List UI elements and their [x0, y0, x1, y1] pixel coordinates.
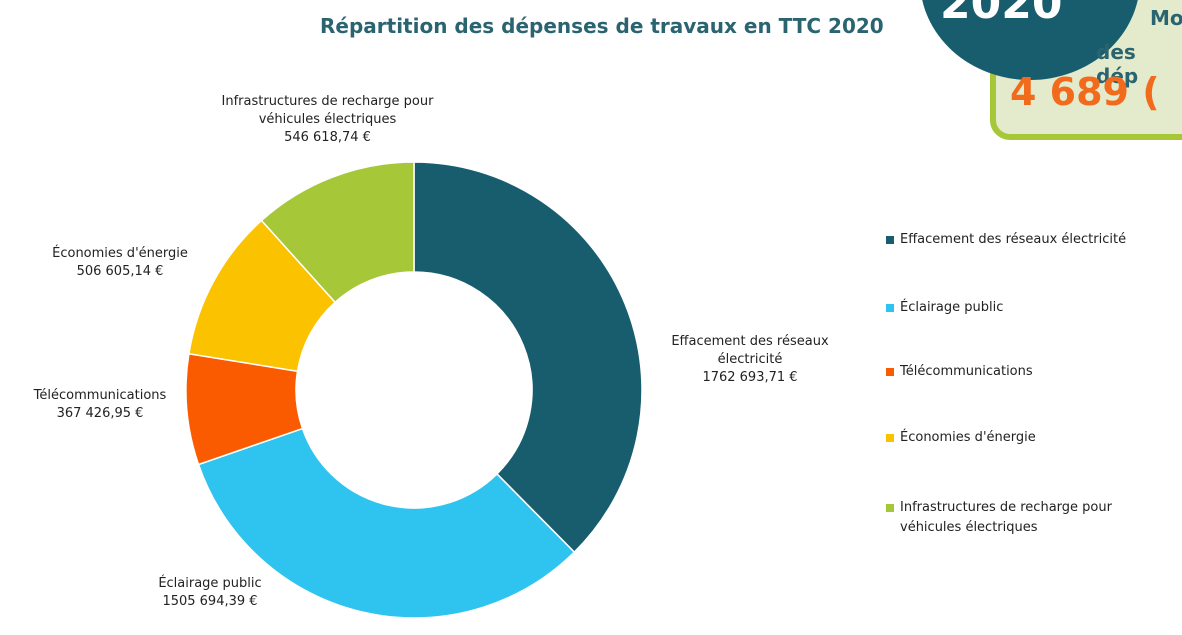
chart [185, 161, 643, 619]
legend-label: Infrastructures de recharge pour véhicul… [900, 500, 1112, 535]
slice-label-name: Économies d'énergie [52, 246, 188, 261]
legend-swatch [886, 236, 894, 244]
badge-text: Mo [1150, 6, 1182, 30]
legend-swatch [886, 304, 894, 312]
slice-label: Télécommunications 367 426,95 € [0, 387, 200, 423]
legend-swatch [886, 434, 894, 442]
slice-label-value: 1762 693,71 € [702, 370, 798, 385]
slice-label-name: Télécommunications [33, 388, 167, 403]
slice-label: Éclairage public 1505 694,39 € [110, 575, 310, 611]
slice-label-name: Effacement des réseaux électricité [671, 334, 829, 367]
legend-entry: Éclairage public [886, 298, 1176, 318]
slice-label: Effacement des réseaux électricité 1762 6… [650, 333, 850, 387]
slice-label-name: Infrastructures de recharge pour véhicul… [221, 94, 434, 127]
badge-text: 4 689 ( [1010, 70, 1160, 114]
slice-label-value: 1505 694,39 € [162, 594, 258, 609]
legend-swatch [886, 368, 894, 376]
legend-label: Télécommunications [900, 364, 1033, 379]
slice-label-name: Éclairage public [158, 576, 262, 591]
legend-label: Éclairage public [900, 300, 1004, 315]
slice [260, 161, 415, 304]
legend-label: Économies d'énergie [900, 430, 1036, 445]
slice [413, 161, 643, 554]
slice-label: Infrastructures de recharge pour véhicul… [205, 93, 450, 147]
legend-entry: Télécommunications [886, 362, 1176, 382]
legend-entry: Économies d'énergie [886, 428, 1176, 448]
chart-title: Répartition des dépenses de travaux en T… [320, 14, 884, 38]
legend-label: Effacement des réseaux électricité [900, 232, 1127, 247]
slice-label: Économies d'énergie 506 605,14 € [20, 245, 220, 281]
slice-label-value: 546 618,74 € [284, 130, 371, 145]
legend-swatch [886, 504, 894, 512]
badge-year: 2020 [940, 0, 1063, 29]
slice [197, 427, 576, 619]
legend-entry: Effacement des réseaux électricité [886, 230, 1176, 250]
badge-text: des dép [1096, 40, 1139, 88]
legend-entry: Infrastructures de recharge pour véhicul… [886, 498, 1176, 538]
slice-label-value: 367 426,95 € [56, 406, 144, 421]
slice-label-value: 506 605,14 € [76, 264, 164, 279]
